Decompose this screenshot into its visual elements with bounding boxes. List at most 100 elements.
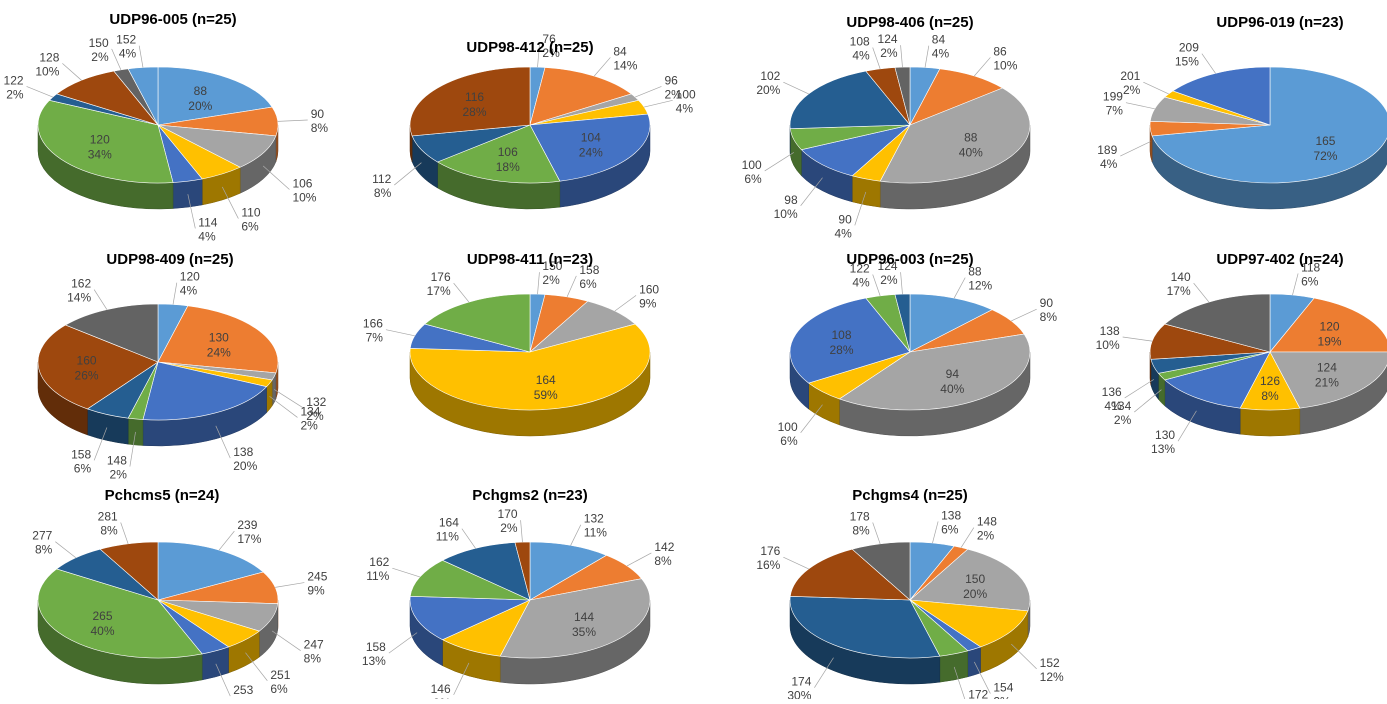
slice-percent-label: 8%	[374, 186, 392, 200]
pie-side-114	[173, 179, 202, 209]
slice-value-label: 176	[760, 544, 780, 558]
pie-chart-7: 8812%908%9440%1006%10828%1224%1242%UDP96…	[778, 251, 1058, 448]
leader-line	[901, 45, 903, 67]
slice-percent-label: 28%	[830, 343, 854, 357]
slice-percent-label: 20%	[963, 587, 987, 601]
pie-chart-11: 1386%1482%15020%15212%1542%1724%17430%17…	[756, 487, 1064, 699]
slice-percent-label: 28%	[463, 105, 487, 119]
slice-percent-label: 40%	[959, 146, 983, 160]
slice-percent-label: 6%	[744, 172, 762, 186]
slice-value-label: 130	[209, 330, 229, 344]
slice-value-label: 245	[307, 570, 327, 584]
slice-percent-label: 2%	[977, 529, 995, 543]
slice-value-label: 120	[90, 132, 110, 146]
slice-value-label: 162	[71, 277, 91, 291]
slice-value-label: 84	[613, 44, 627, 58]
slice-value-label: 209	[1179, 41, 1199, 55]
chart-title: UDP98-406 (n=25)	[846, 14, 973, 31]
slice-value-label: 189	[1097, 143, 1117, 157]
pie-chart-1: 8820%908%10610%1106%1144%12034%1222%1281…	[4, 11, 329, 243]
slice-value-label: 100	[676, 87, 696, 101]
pie-chart-6: 1502%1586%1609%16459%1667%17617%UDP98-41…	[363, 251, 659, 436]
slice-percent-label: 10%	[774, 207, 798, 221]
slice-value-label: 158	[71, 447, 91, 461]
leader-line	[274, 389, 303, 407]
slice-value-label: 142	[654, 540, 674, 554]
slice-percent-label: 7%	[366, 331, 384, 345]
leader-line	[538, 272, 540, 294]
leader-line	[615, 295, 636, 311]
slice-value-label: 253	[233, 683, 253, 697]
slice-percent-label: 2%	[880, 46, 898, 60]
leader-line	[55, 542, 76, 558]
slice-percent-label: 4%	[119, 47, 137, 61]
leader-line	[219, 531, 234, 550]
slice-value-label: 90	[311, 107, 325, 121]
slice-percent-label: 4%	[676, 101, 694, 115]
slice-value-label: 112	[372, 172, 391, 186]
slice-percent-label: 9%	[639, 296, 657, 310]
slice-percent-label: 26%	[75, 368, 99, 382]
slice-percent-label: 6%	[270, 682, 288, 696]
leader-line	[272, 631, 301, 651]
slice-percent-label: 6%	[579, 277, 597, 291]
leader-line	[635, 86, 661, 97]
slice-percent-label: 12%	[968, 279, 992, 293]
slice-value-label: 146	[431, 682, 451, 696]
slice-percent-label: 11%	[436, 530, 459, 544]
leader-line	[1011, 644, 1036, 669]
pie-chart-9: 23917%2459%2478%2516%2534%26540%2778%281…	[32, 487, 327, 699]
leader-line	[1143, 82, 1168, 94]
slice-value-label: 164	[536, 373, 556, 387]
leader-line	[389, 633, 417, 653]
slice-percent-label: 2%	[1123, 83, 1141, 97]
leader-line	[173, 283, 177, 305]
slice-percent-label: 20%	[756, 83, 780, 97]
slice-percent-label: 4%	[834, 226, 852, 240]
slice-label-90: 908%	[278, 107, 329, 135]
slice-value-label: 158	[366, 640, 386, 654]
slice-percent-label: 8%	[654, 554, 672, 568]
slice-value-label: 130	[1155, 428, 1175, 442]
leader-line	[1123, 337, 1152, 341]
slice-percent-label: 12%	[1040, 670, 1064, 684]
slice-value-label: 201	[1120, 69, 1140, 83]
leader-line	[954, 278, 965, 298]
pie-chart-8: 1186%12019%12421%1268%13013%1342%1364%13…	[1096, 251, 1387, 456]
slice-value-label: 251	[270, 668, 290, 682]
leader-line	[765, 152, 794, 170]
slice-percent-label: 2%	[6, 87, 24, 101]
leader-line	[278, 120, 308, 121]
slice-percent-label: 4%	[1100, 157, 1118, 171]
slice-percent-label: 72%	[1313, 149, 1337, 163]
slice-percent-label: 11%	[584, 526, 607, 540]
leader-line	[394, 163, 421, 185]
slice-value-label: 150	[965, 572, 985, 586]
slice-percent-label: 40%	[940, 382, 964, 396]
slice-value-label: 90	[838, 212, 852, 226]
